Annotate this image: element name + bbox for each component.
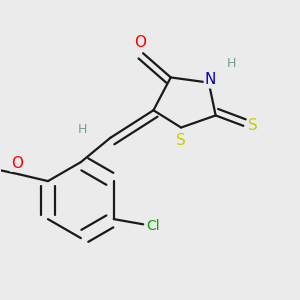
Text: Cl: Cl <box>147 219 160 233</box>
Text: H: H <box>227 57 236 70</box>
Text: H: H <box>78 123 87 136</box>
Text: O: O <box>134 35 146 50</box>
Text: O: O <box>11 156 23 171</box>
Text: S: S <box>248 118 258 133</box>
Text: N: N <box>205 72 216 87</box>
Text: S: S <box>176 133 186 148</box>
